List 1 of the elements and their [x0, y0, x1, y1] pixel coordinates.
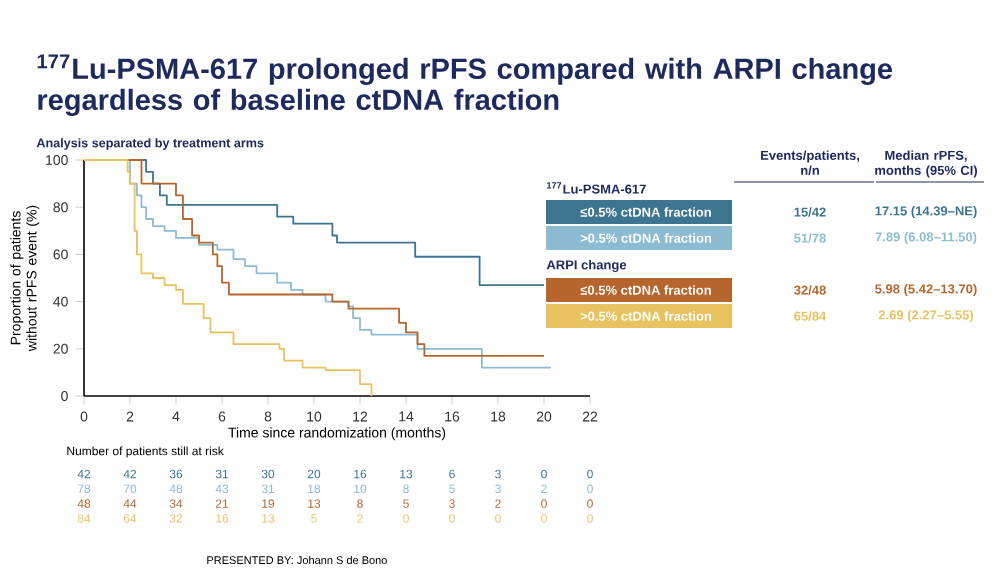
chart-title: $^{177}$Lu-PSMA-617 prolonged rPFS compared with ARPI change regardless of baseline ctDNA fraction: [37, 54, 893, 116]
